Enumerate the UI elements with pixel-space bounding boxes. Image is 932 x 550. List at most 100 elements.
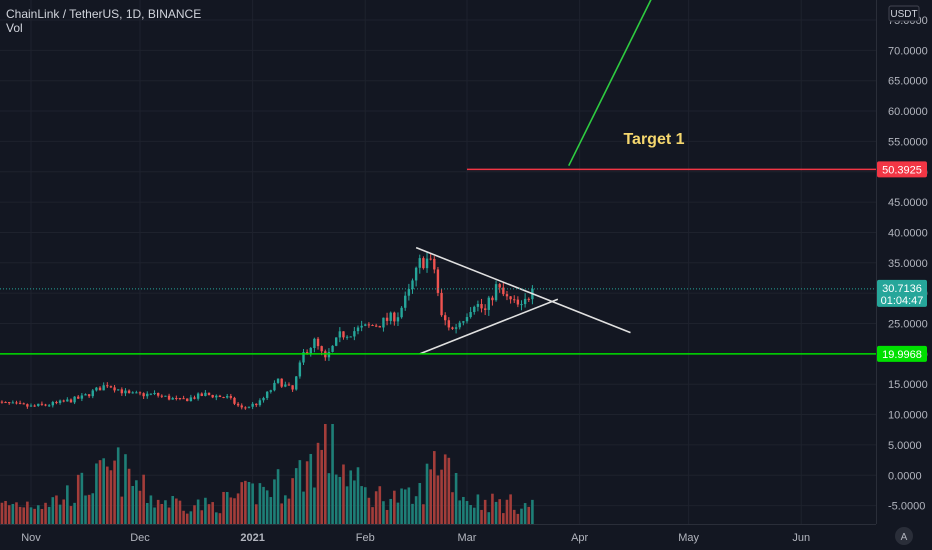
volume-bar bbox=[62, 499, 65, 524]
volume-bar bbox=[393, 490, 396, 524]
candle-body bbox=[200, 393, 203, 396]
volume-bar bbox=[418, 482, 422, 524]
candle-body bbox=[411, 280, 414, 290]
candle-body bbox=[295, 376, 298, 390]
volume-bar bbox=[178, 500, 182, 524]
volume-bar bbox=[171, 495, 174, 524]
volume-bar bbox=[273, 479, 276, 524]
volume-bar bbox=[84, 495, 87, 524]
volume-bar bbox=[280, 503, 283, 524]
volume-bar bbox=[66, 485, 69, 524]
volume-bar bbox=[440, 469, 443, 524]
candle-body bbox=[95, 387, 98, 391]
candle-body bbox=[4, 401, 7, 403]
auto-scale-button[interactable] bbox=[895, 527, 913, 545]
volume-bar bbox=[262, 486, 265, 524]
volume-bar bbox=[135, 480, 138, 524]
volume-bar bbox=[316, 442, 320, 524]
volume-bar bbox=[414, 496, 418, 524]
candle-body bbox=[226, 396, 229, 398]
candle-body bbox=[22, 403, 25, 405]
candle-body bbox=[385, 317, 389, 321]
volume-bar bbox=[124, 454, 127, 524]
volume-bar bbox=[436, 475, 440, 524]
volume-bar bbox=[211, 502, 214, 524]
chart-legend: ChainLink / TetherUS, 1D, BINANCE Vol bbox=[6, 7, 201, 35]
volume-bar bbox=[396, 502, 400, 524]
volume-bar bbox=[164, 500, 167, 524]
volume-bar bbox=[353, 480, 356, 524]
candle-body bbox=[69, 399, 73, 403]
volume-bar bbox=[287, 498, 291, 524]
candle-body bbox=[247, 406, 251, 408]
volume-indicator-label[interactable]: Vol bbox=[6, 21, 23, 35]
candle-body bbox=[367, 324, 371, 326]
volume-bar bbox=[276, 469, 280, 524]
volume-bar bbox=[476, 494, 480, 524]
candle-body bbox=[233, 397, 236, 404]
candle-body bbox=[37, 403, 40, 406]
volume-bar bbox=[512, 509, 516, 524]
candle-body bbox=[120, 389, 124, 394]
volume-bar bbox=[240, 482, 244, 524]
candle-body bbox=[491, 297, 494, 301]
volume-bar bbox=[531, 499, 534, 524]
candle-body bbox=[265, 391, 269, 398]
auto-scale-icon[interactable]: A bbox=[901, 532, 908, 543]
candle-body bbox=[236, 403, 240, 406]
time-tick-label: Feb bbox=[356, 532, 375, 544]
volume-bar bbox=[320, 449, 323, 524]
candle-body bbox=[186, 398, 189, 402]
candle-body bbox=[418, 258, 421, 268]
volume-bar bbox=[247, 482, 251, 524]
volume-bar bbox=[149, 495, 153, 524]
candle-body bbox=[62, 400, 65, 402]
volume-bar bbox=[407, 487, 411, 524]
currency-label[interactable]: USDT bbox=[890, 9, 917, 20]
volume-bar bbox=[229, 497, 233, 524]
volume-bar bbox=[160, 503, 164, 524]
level-badge bbox=[877, 161, 927, 178]
volume-bar bbox=[324, 424, 327, 524]
candle-body bbox=[436, 269, 440, 293]
candle-body bbox=[51, 402, 54, 406]
volume-bar bbox=[422, 504, 425, 524]
candle-body bbox=[175, 398, 178, 400]
trend-line[interactable] bbox=[419, 298, 559, 355]
candle-body bbox=[142, 393, 145, 397]
candle-body bbox=[193, 397, 196, 399]
candle-body bbox=[313, 338, 316, 349]
price-tick-label: 65.0000 bbox=[888, 76, 928, 88]
volume-bar bbox=[338, 476, 342, 524]
candle-body bbox=[520, 304, 523, 306]
candle-body bbox=[447, 320, 451, 328]
volume-bar bbox=[142, 474, 145, 524]
volume-bar bbox=[487, 512, 491, 524]
candle-body bbox=[516, 299, 520, 305]
trend-line[interactable] bbox=[568, 0, 656, 167]
candle-body bbox=[204, 392, 207, 396]
volume-bar bbox=[185, 513, 189, 524]
price-tick-label: 55.0000 bbox=[888, 136, 928, 148]
candle-body bbox=[487, 297, 490, 310]
candle-body bbox=[374, 325, 378, 327]
volume-bar bbox=[51, 497, 55, 524]
candle-body bbox=[494, 284, 498, 301]
volume-bar bbox=[382, 501, 385, 524]
candle-body bbox=[353, 331, 356, 337]
volume-bar bbox=[15, 502, 18, 524]
candle-body bbox=[483, 308, 487, 310]
candle-body bbox=[440, 292, 443, 316]
candle-body bbox=[469, 312, 472, 318]
trend-line[interactable] bbox=[415, 246, 631, 334]
volume-bar bbox=[425, 463, 429, 524]
candle-body bbox=[55, 402, 58, 404]
currency-pill[interactable] bbox=[888, 5, 920, 22]
volume-bar bbox=[91, 493, 95, 524]
symbol-title[interactable]: ChainLink / TetherUS, 1D, BINANCE bbox=[6, 7, 202, 21]
volume-bar bbox=[244, 480, 247, 524]
candle-body bbox=[218, 395, 222, 398]
volume-bar bbox=[349, 470, 353, 524]
candle-body bbox=[167, 395, 171, 400]
